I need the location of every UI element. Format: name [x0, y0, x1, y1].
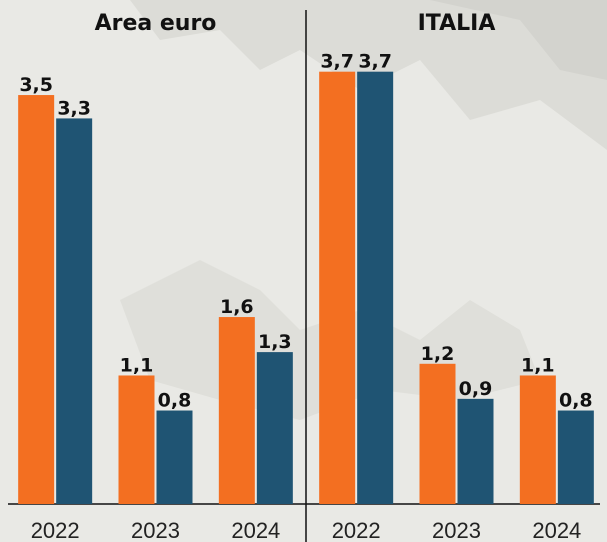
map-land [0, 0, 607, 150]
bar [319, 71, 356, 505]
chart-title: Area euro [95, 11, 217, 36]
bar [519, 375, 556, 504]
value-label: 0,8 [158, 390, 192, 412]
value-label: 0,9 [459, 378, 493, 400]
value-label: 1,1 [120, 354, 154, 376]
map-land [430, 0, 607, 80]
value-label: 3,5 [19, 74, 53, 96]
value-label: 3,7 [358, 51, 392, 73]
bar [118, 375, 155, 504]
bar [256, 352, 293, 504]
value-label: 1,6 [220, 296, 254, 318]
x-tick-label: 2023 [131, 518, 180, 542]
bar [419, 363, 456, 504]
value-label: 3,7 [320, 51, 354, 73]
x-tick-label: 2024 [231, 518, 280, 542]
x-tick-label: 2022 [332, 518, 381, 542]
value-label: 1,3 [258, 331, 292, 353]
value-label: 0,8 [559, 390, 593, 412]
value-label: 1,2 [421, 343, 455, 365]
value-label: 1,1 [521, 354, 555, 376]
bar [457, 398, 494, 504]
bar [18, 95, 55, 504]
chart-title: ITALIA [418, 11, 496, 36]
x-tick-label: 2024 [532, 518, 581, 542]
bar [557, 410, 594, 504]
value-label: 3,3 [57, 97, 91, 119]
bar [218, 317, 255, 504]
x-tick-label: 2022 [31, 518, 80, 542]
bar [357, 71, 394, 505]
x-tick-label: 2023 [432, 518, 481, 542]
bar [156, 410, 193, 504]
bar [56, 118, 93, 504]
